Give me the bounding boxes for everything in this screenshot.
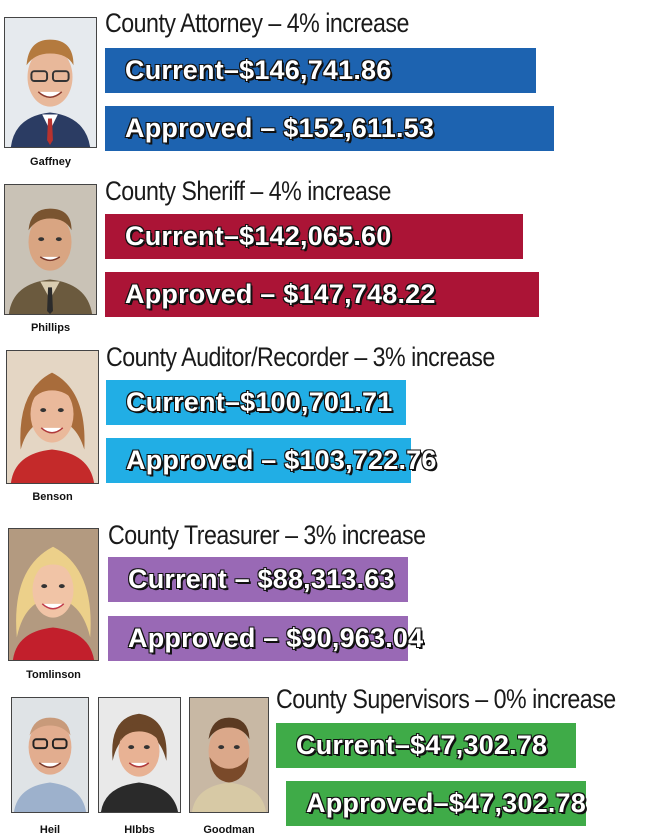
group-title: County Treasurer – 3% increase — [108, 520, 426, 550]
person-name: HIbbs — [124, 824, 155, 836]
bar-approved-label: Approved – $147,748.22 — [124, 278, 436, 310]
portrait-photo — [8, 528, 99, 661]
bar-current: Current–$146,741.86 — [105, 48, 537, 93]
bar-current: Current – $88,313.63 — [108, 557, 408, 602]
bar-current-label: Current–$100,701.71 — [125, 386, 393, 418]
person-name: Heil — [39, 824, 61, 836]
bar-approved-label: Approved – $103,722.76 — [125, 444, 437, 476]
person-name: Gaffney — [30, 156, 71, 168]
bar-approved: Approved – $152,611.53 — [105, 106, 554, 151]
bar-approved-label: Approved–$47,302.78 — [305, 787, 586, 819]
group-title: County Attorney – 4% increase — [105, 8, 409, 38]
person-name: Phillips — [30, 322, 71, 334]
group-title: County Supervisors – 0% increase — [276, 684, 616, 714]
bar-current-label: Current – $88,313.63 — [127, 563, 395, 595]
bar-approved: Approved – $90,963.04 — [108, 616, 424, 661]
person-name: Tomlinson — [26, 669, 81, 681]
bar-current: Current–$142,065.60 — [105, 214, 523, 259]
portrait-photo — [189, 697, 269, 813]
bar-current-label: Current–$47,302.78 — [295, 729, 548, 761]
group-title: County Auditor/Recorder – 3% increase — [106, 342, 495, 372]
portrait-photo — [4, 184, 97, 315]
bar-current: Current–$47,302.78 — [276, 723, 576, 768]
portrait-photo — [98, 697, 181, 813]
bar-current-label: Current–$142,065.60 — [124, 220, 392, 252]
portrait-photo — [6, 350, 99, 484]
person-name: Goodman — [203, 824, 255, 836]
bar-current: Current–$100,701.71 — [106, 380, 406, 425]
bar-approved-label: Approved – $152,611.53 — [124, 112, 435, 144]
person-name: Benson — [32, 491, 73, 503]
bar-approved: Approved – $147,748.22 — [105, 272, 540, 317]
bar-current-label: Current–$146,741.86 — [124, 54, 392, 86]
group-title: County Sheriff – 4% increase — [105, 176, 391, 206]
bar-approved: Approved–$47,302.78 — [286, 781, 587, 826]
bar-approved-label: Approved – $90,963.04 — [127, 622, 424, 654]
bar-approved: Approved – $103,722.76 — [106, 438, 437, 483]
portrait-photo — [4, 17, 97, 148]
portrait-photo — [11, 697, 89, 813]
